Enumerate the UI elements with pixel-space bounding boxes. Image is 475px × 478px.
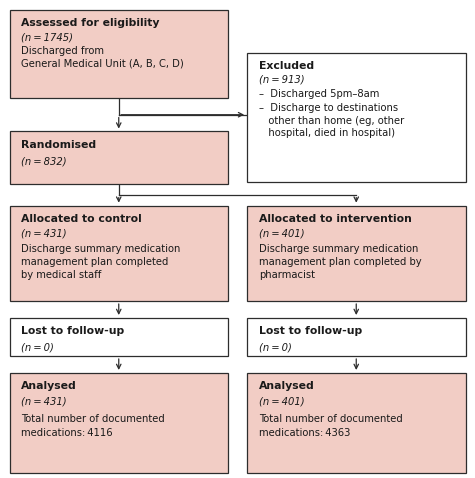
Text: (n = 431): (n = 431) <box>21 228 67 239</box>
Text: hospital, died in hospital): hospital, died in hospital) <box>259 129 395 139</box>
Text: Randomised: Randomised <box>21 140 96 150</box>
FancyBboxPatch shape <box>247 206 466 301</box>
Text: other than home (eg, other: other than home (eg, other <box>259 116 404 126</box>
Text: (n = 0): (n = 0) <box>259 343 292 353</box>
FancyBboxPatch shape <box>10 373 228 473</box>
FancyBboxPatch shape <box>10 131 228 184</box>
Text: –  Discharge to destinations: – Discharge to destinations <box>259 103 398 113</box>
Text: –  Discharged 5pm–8am: – Discharged 5pm–8am <box>259 89 379 99</box>
Text: (n = 913): (n = 913) <box>259 75 304 85</box>
Text: Excluded: Excluded <box>259 61 314 71</box>
Text: Analysed: Analysed <box>21 381 77 391</box>
Text: (n = 401): (n = 401) <box>259 228 304 239</box>
Text: Discharge summary medication: Discharge summary medication <box>21 244 181 254</box>
FancyBboxPatch shape <box>247 373 466 473</box>
Text: (n = 0): (n = 0) <box>21 343 54 353</box>
Text: General Medical Unit (A, B, C, D): General Medical Unit (A, B, C, D) <box>21 58 184 68</box>
Text: pharmacist: pharmacist <box>259 271 315 281</box>
Text: Assessed for eligibility: Assessed for eligibility <box>21 18 160 28</box>
FancyBboxPatch shape <box>10 318 228 356</box>
Text: Allocated to intervention: Allocated to intervention <box>259 214 412 224</box>
Text: Total number of documented: Total number of documented <box>259 414 403 424</box>
FancyBboxPatch shape <box>247 53 466 182</box>
Text: Discharged from: Discharged from <box>21 46 104 56</box>
FancyBboxPatch shape <box>10 206 228 301</box>
Text: Total number of documented: Total number of documented <box>21 414 165 424</box>
Text: (n = 832): (n = 832) <box>21 156 67 166</box>
Text: Discharge summary medication: Discharge summary medication <box>259 244 418 254</box>
Text: Analysed: Analysed <box>259 381 314 391</box>
Text: management plan completed: management plan completed <box>21 257 169 267</box>
Text: Lost to follow-up: Lost to follow-up <box>21 326 124 337</box>
Text: Lost to follow-up: Lost to follow-up <box>259 326 362 337</box>
Text: medications: 4363: medications: 4363 <box>259 428 350 438</box>
Text: management plan completed by: management plan completed by <box>259 257 421 267</box>
Text: (n = 1745): (n = 1745) <box>21 33 73 43</box>
Text: medications: 4116: medications: 4116 <box>21 428 113 438</box>
Text: by medical staff: by medical staff <box>21 271 102 281</box>
Text: Allocated to control: Allocated to control <box>21 214 142 224</box>
Text: (n = 401): (n = 401) <box>259 397 304 407</box>
FancyBboxPatch shape <box>10 10 228 98</box>
FancyBboxPatch shape <box>247 318 466 356</box>
Text: (n = 431): (n = 431) <box>21 397 67 407</box>
